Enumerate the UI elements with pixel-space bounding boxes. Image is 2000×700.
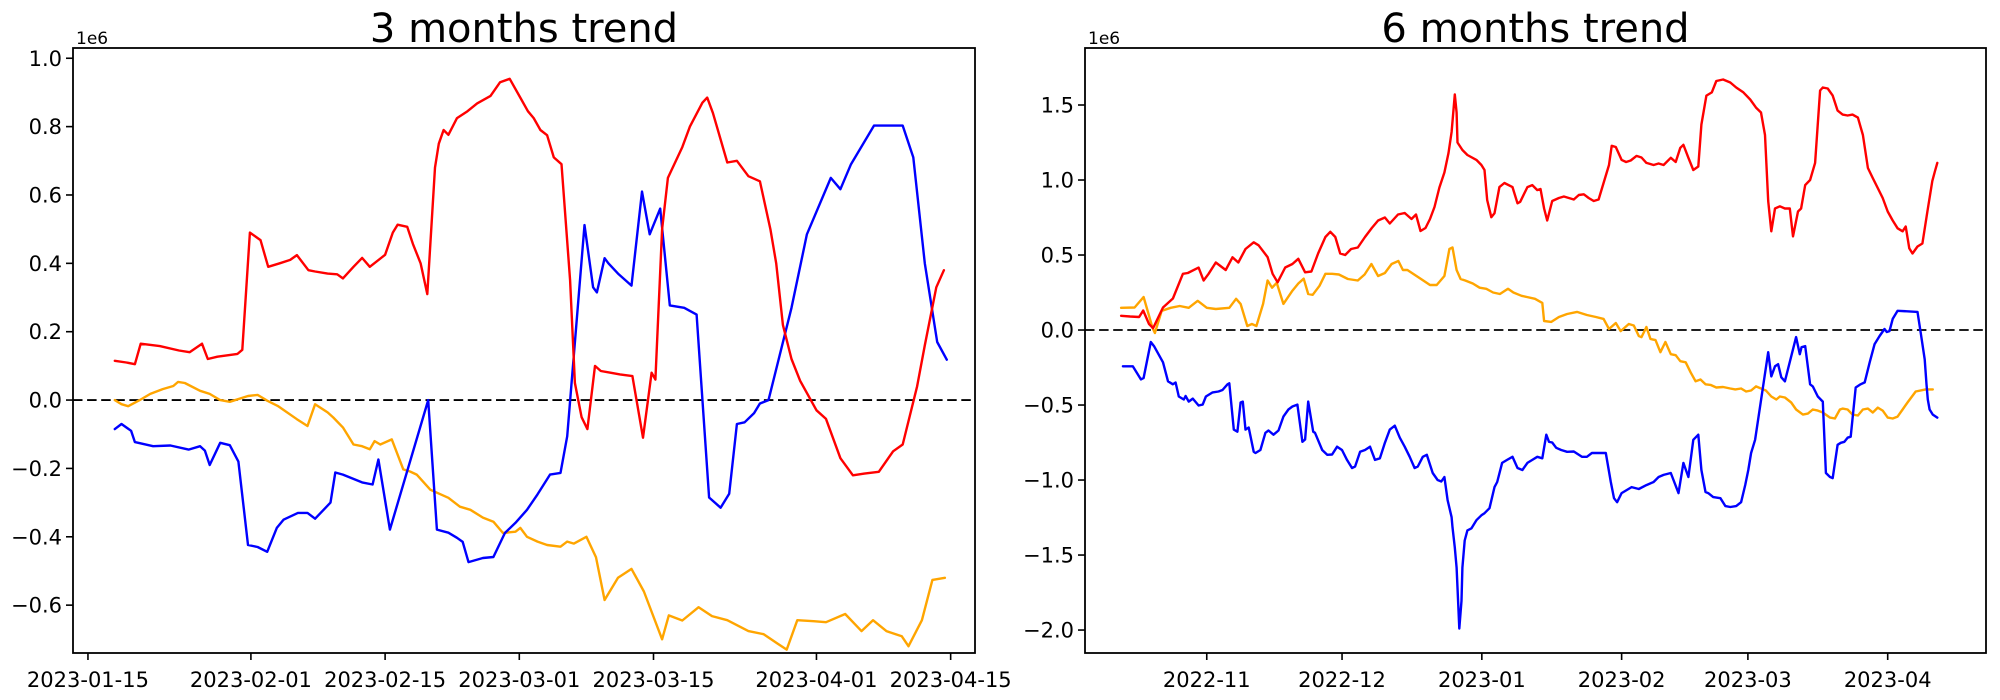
y-tick-label: 0.4 [29,252,62,276]
y-tick-label: 0.6 [29,183,62,207]
y-tick-label: 0.5 [1041,244,1074,268]
red-series-line [1119,78,1939,330]
x-tick-label: 2023-04 [1844,668,1932,692]
y-tick-label: 1.5 [1041,94,1074,118]
x-tick-label: 2023-02 [1578,668,1666,692]
x-tick-label: 2022-12 [1298,668,1386,692]
y-tick-label: 0.8 [29,115,62,139]
y-tick-label: −0.2 [11,457,62,481]
axes-frame [72,47,976,654]
y-tick-label: 0.2 [29,320,62,344]
y-tick-label: −1.5 [1023,544,1074,568]
y-tick-label: −2.0 [1023,619,1074,643]
axis-offset-label: 1e6 [76,29,108,49]
x-tick-label: 2023-04-01 [755,668,877,692]
y-tick-label: 0.0 [1041,319,1074,343]
axes-frame [1084,47,1987,654]
chart-2: 2022-11 2022-12 2023-01 2023-02 2023-03 2023-… [1023,6,1987,692]
chart-title: 3 months trend [370,6,678,52]
y-tick-label: −0.6 [11,594,62,618]
y-tick-label: −0.5 [1023,394,1074,418]
x-tick-label: 2023-02-15 [324,668,446,692]
y-tick-label: −0.4 [11,525,62,549]
orange-series-line [113,380,947,651]
x-tick-label: 2023-01-15 [27,668,149,692]
chart-title: 6 months trend [1381,6,1689,52]
y-tick-label: 1.0 [1041,169,1074,193]
chart-1: 2023-01-15 2023-02-01 2023-02-15 2023-03-01… [11,6,1012,692]
x-tick-label: 2023-04-15 [890,668,1012,692]
x-tick-label: 2023-02-01 [190,668,312,692]
y-tick-label: −1.0 [1023,469,1074,493]
x-tick-label: 2023-03-15 [592,668,714,692]
x-tick-label: 2023-03 [1704,668,1792,692]
axis-offset-label: 1e6 [1088,29,1120,49]
orange-series-line [1119,246,1935,420]
x-tick-label: 2022-11 [1163,668,1251,692]
y-tick-label: 1.0 [29,47,62,71]
x-tick-label: 2023-03-01 [458,668,580,692]
blue-series-line [113,124,948,564]
red-series-line [113,77,946,477]
blue-series-line [1121,309,1939,630]
x-tick-label: 2023-01 [1438,668,1526,692]
y-tick-label: 0.0 [29,389,62,413]
